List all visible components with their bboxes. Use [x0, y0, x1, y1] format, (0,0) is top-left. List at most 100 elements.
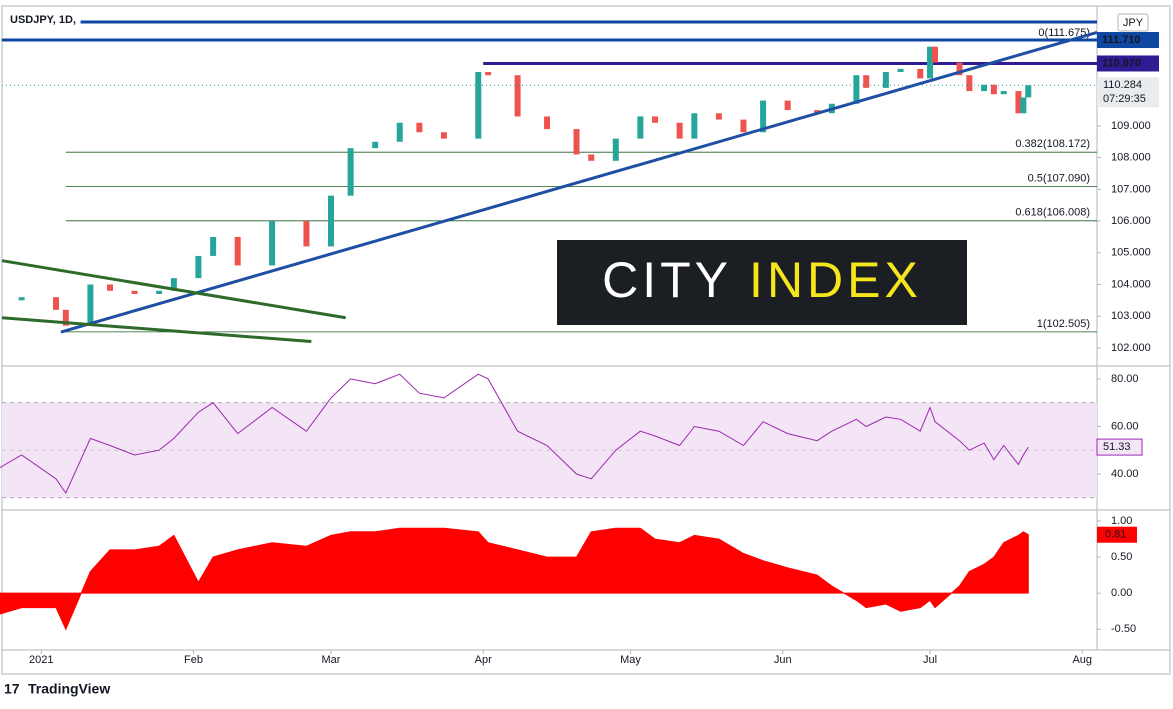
trendline — [1, 259, 346, 320]
candle-body — [485, 72, 492, 76]
candle-body — [327, 195, 334, 247]
rsi-last-label: 51.33 — [1103, 441, 1131, 453]
level-label-box — [1097, 32, 1159, 49]
y-tick-label: -0.50 — [1111, 623, 1136, 635]
rsi-last-box — [1096, 438, 1143, 456]
candle-body — [87, 284, 94, 326]
candle-body — [53, 297, 60, 310]
candle-body — [573, 129, 580, 155]
candle-body — [544, 116, 551, 130]
candle-body — [927, 46, 934, 79]
candle-body — [966, 75, 973, 92]
candle-body — [863, 75, 870, 88]
candle-body — [475, 72, 482, 139]
candle-body — [396, 122, 403, 142]
currency[interactable]: JPY — [1123, 17, 1144, 29]
level-label-box — [1097, 55, 1159, 72]
last-price-box — [1097, 77, 1159, 108]
x-tick-label: 2021 — [29, 654, 53, 666]
candle-body — [269, 221, 276, 266]
level-label: 110.970 — [1102, 57, 1141, 69]
y-tick-label: 108.000 — [1111, 152, 1151, 164]
y-tick-label: 40.00 — [1111, 468, 1139, 480]
fib-label: 0.5(107.090) — [1028, 172, 1090, 184]
x-tick-label: Jul — [923, 654, 937, 666]
logo-mark: 17 — [4, 681, 20, 697]
candle-body — [234, 236, 241, 266]
candle-body — [676, 122, 683, 139]
y-tick-label: 1.00 — [1111, 515, 1132, 527]
x-tick-label: Feb — [184, 654, 203, 666]
y-tick-label: 0.50 — [1111, 551, 1132, 563]
candle-body — [981, 84, 988, 92]
oscillator-area — [0, 527, 1029, 631]
candle-body — [740, 119, 747, 133]
candle-body — [1015, 91, 1022, 114]
y-tick-label: 103.000 — [1111, 310, 1151, 322]
plot: 2021 Feb Mar Apr May Jun Jul Aug 102.000 103.000 1… — [0, 20, 1159, 666]
candle-body — [416, 122, 423, 133]
trendline — [1, 316, 312, 344]
watermark: CITY INDEX — [557, 240, 967, 325]
candle-body — [440, 132, 447, 139]
candle-body — [156, 290, 163, 294]
oscillator-last-label: 0.81 — [1105, 529, 1126, 541]
y-tick-label: 104.000 — [1111, 278, 1151, 290]
candle-body — [62, 309, 69, 326]
candle-body — [588, 154, 595, 161]
brand: TradingView — [28, 681, 110, 697]
watermark-word: CITY — [602, 252, 731, 308]
oscillator-last-box — [1097, 526, 1137, 543]
chart-title: USDJPY, 1D, — [10, 14, 76, 26]
candle-body — [853, 75, 860, 104]
candle-body — [990, 84, 997, 95]
candle-body — [131, 290, 138, 294]
y-tick-label: 80.00 — [1111, 373, 1139, 385]
y-tick-label: 106.000 — [1111, 215, 1151, 227]
y-tick-label: 107.000 — [1111, 183, 1151, 195]
fib-label: 0.618(106.008) — [1015, 207, 1090, 219]
candle-body — [931, 46, 938, 63]
y-tick-label: 0.00 — [1111, 587, 1132, 599]
candle-body — [210, 236, 217, 256]
candle-body — [814, 110, 821, 114]
candle-body — [18, 297, 25, 301]
candle-body — [514, 75, 521, 117]
candle-body — [612, 138, 619, 161]
candle-body — [784, 100, 791, 111]
y-tick-label: 60.00 — [1111, 420, 1139, 432]
x-tick-label: Apr — [475, 654, 492, 666]
logo: 17 TradingView — [4, 681, 110, 697]
currency-box[interactable] — [1117, 13, 1149, 32]
fib-label: 0.382(108.172) — [1015, 138, 1090, 150]
rsi-line — [0, 373, 1029, 495]
candle-body — [195, 255, 202, 279]
fib-label: 0(111.675) — [1038, 27, 1090, 39]
candle-body — [347, 148, 354, 196]
trendline — [60, 30, 1098, 334]
candle-body — [303, 221, 310, 247]
frame — [1, 5, 1171, 675]
y-tick-label: 102.000 — [1111, 342, 1151, 354]
candle-body — [882, 72, 889, 88]
x-tick-label: Aug — [1072, 654, 1092, 666]
candle-body — [897, 68, 904, 73]
y-tick-label: 109.000 — [1111, 120, 1151, 132]
watermark-box — [557, 240, 967, 325]
x-tick-label: May — [620, 654, 641, 666]
candle-body — [637, 116, 644, 139]
fib-label: 1(102.505) — [1037, 318, 1090, 330]
x-tick-label: Mar — [322, 654, 341, 666]
candle-body — [1020, 97, 1027, 114]
countdown: 07:29:35 — [1103, 93, 1146, 105]
candle-body — [956, 62, 963, 76]
watermark-text: CITY INDEX — [602, 252, 922, 308]
candle-body — [760, 100, 767, 133]
last-price-label: 110.284 — [1103, 79, 1142, 91]
candle-body — [170, 278, 177, 291]
x-tick-label: Jun — [774, 654, 792, 666]
candle-body — [917, 68, 924, 79]
candle-body — [107, 284, 114, 291]
candle-body — [715, 113, 722, 120]
